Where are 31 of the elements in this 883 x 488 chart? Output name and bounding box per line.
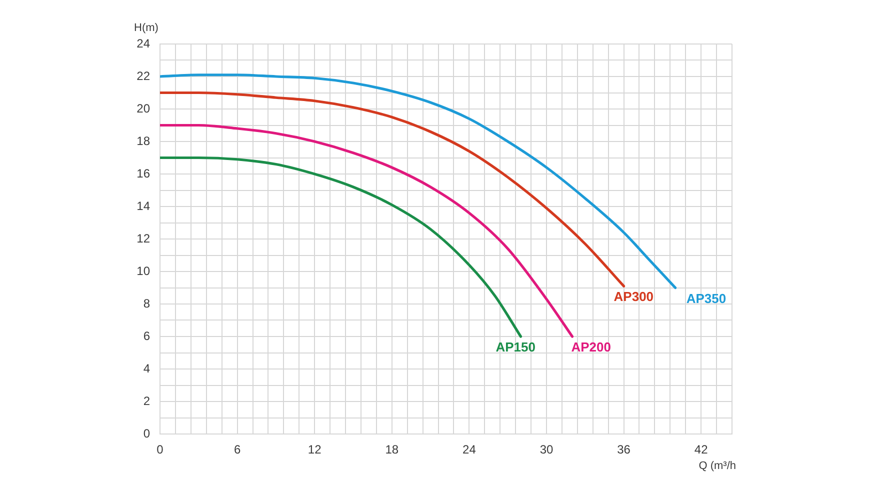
y-tick-label: 18 <box>136 134 150 148</box>
y-tick-label: 22 <box>136 68 150 83</box>
line-series <box>160 124 574 338</box>
y-tick-label: 12 <box>136 231 150 246</box>
y-tick-label: 16 <box>136 166 150 180</box>
y-tick-label: 14 <box>136 198 150 213</box>
y-tick-label: 8 <box>143 296 150 310</box>
x-tick-label: 18 <box>385 442 399 457</box>
y-tick-label: 2 <box>143 394 150 408</box>
y-axis-title: H(m) <box>134 22 158 34</box>
y-tick-label: 4 <box>143 361 150 376</box>
line-series <box>160 156 522 338</box>
x-tick-label: 12 <box>308 442 322 457</box>
line-series <box>160 91 626 288</box>
x-tick-label: 42 <box>694 442 708 457</box>
x-tick-label: 6 <box>234 442 241 457</box>
x-tick-label: 36 <box>617 442 631 457</box>
x-tick-label: 24 <box>462 442 476 457</box>
y-tick-label: 6 <box>143 328 150 343</box>
y-tick-label: 24 <box>136 36 150 50</box>
y-tick-label: 0 <box>143 426 150 440</box>
series-label: AP150 <box>496 340 536 355</box>
line-series <box>160 74 677 290</box>
y-tick-label: 10 <box>136 264 150 278</box>
x-axis-title: Q (m³/h <box>698 460 736 472</box>
series-label: AP300 <box>614 289 654 304</box>
series-label: AP200 <box>571 340 611 355</box>
x-tick-label: 0 <box>156 442 164 457</box>
y-tick-label: 20 <box>136 101 150 116</box>
series-label: AP350 <box>686 290 726 306</box>
x-tick-label: 30 <box>540 442 554 457</box>
